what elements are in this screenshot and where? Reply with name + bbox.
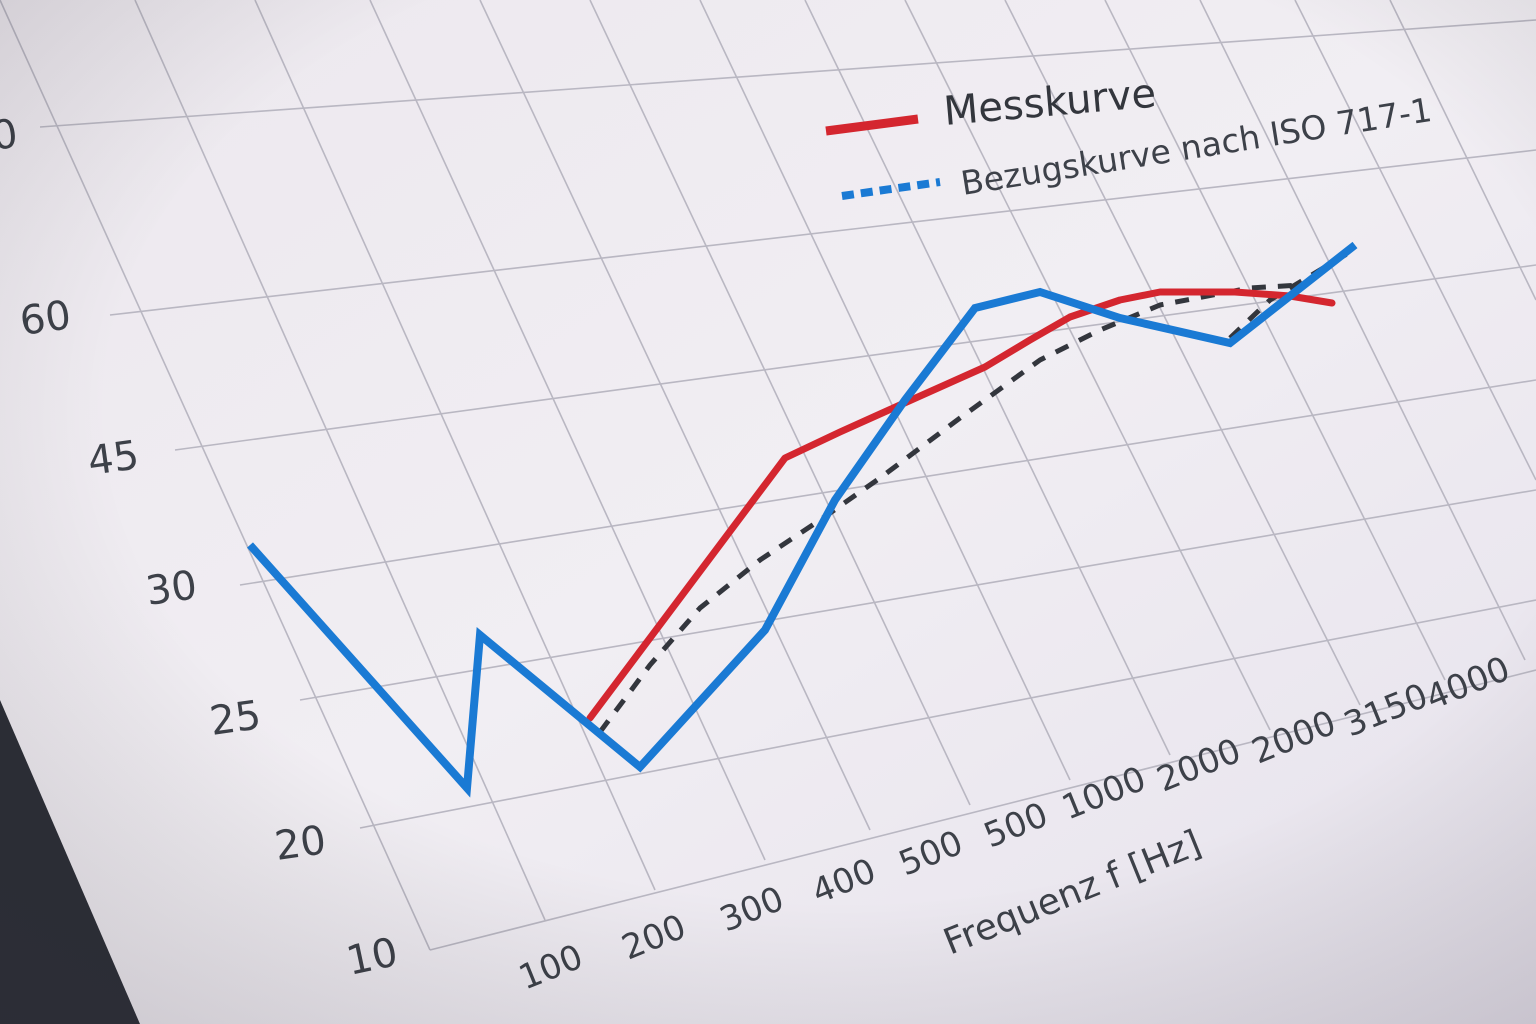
y-tick-30: 30 <box>143 562 200 615</box>
y-tick-25: 25 <box>207 692 264 745</box>
y-tick-45: 45 <box>85 432 142 485</box>
y-tick-60: 60 <box>17 292 74 345</box>
y-tick-20: 20 <box>272 817 329 870</box>
